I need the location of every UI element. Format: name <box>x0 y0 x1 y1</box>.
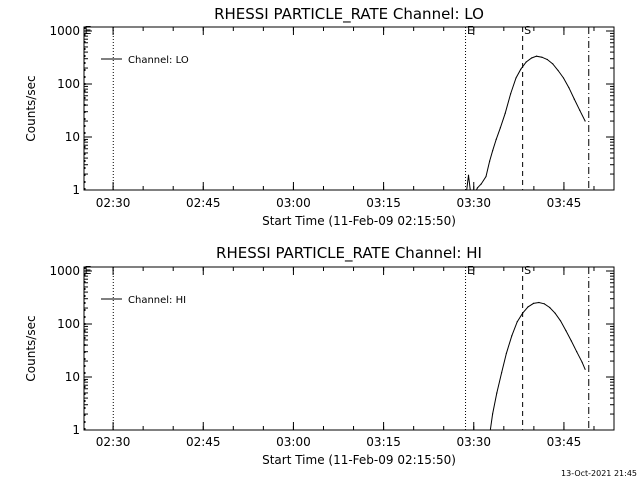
legend-label: Channel: HI <box>128 295 186 306</box>
series-line <box>466 55 586 190</box>
chart-panel-hi: RHESSI PARTICLE_RATE Channel: HI Counts/s… <box>24 244 615 467</box>
y-tick-label: 10 <box>65 370 80 384</box>
chart-title: RHESSI PARTICLE_RATE Channel: HI <box>216 244 482 263</box>
data-point <box>559 320 562 322</box>
x-tick-label: 03:00 <box>276 196 311 210</box>
data-point <box>476 187 479 189</box>
footer-timestamp: 13-Oct-2021 21:45 <box>561 469 637 478</box>
x-tick-label: 02:45 <box>186 435 221 449</box>
marker-label: S <box>524 24 531 37</box>
data-point <box>565 330 567 332</box>
y-tick-label: 1000 <box>49 264 80 278</box>
data-point <box>492 150 494 152</box>
data-point <box>552 63 554 65</box>
y-tick-label: 100 <box>57 317 80 331</box>
data-point <box>485 175 487 178</box>
y-tick-label: 1 <box>72 183 80 197</box>
data-point <box>527 306 529 308</box>
data-point <box>557 69 559 72</box>
y-tick-label: 10 <box>65 130 80 144</box>
data-point <box>480 183 482 185</box>
data-point <box>495 138 497 140</box>
data-point <box>568 87 570 89</box>
data-point <box>581 361 583 363</box>
data-point <box>546 58 548 61</box>
data-point <box>510 93 512 95</box>
data-point <box>584 120 586 122</box>
data-point <box>505 352 507 354</box>
legend-label: Channel: LO <box>128 55 189 66</box>
x-tick-label: 02:30 <box>96 435 131 449</box>
corner-label: E <box>85 24 92 37</box>
data-point <box>520 68 522 70</box>
chart-title: RHESSI PARTICLE_RATE Channel: LO <box>214 5 484 24</box>
data-point <box>535 55 538 57</box>
x-tick-label: 03:30 <box>456 435 491 449</box>
data-point <box>549 306 551 309</box>
data-point <box>515 77 517 79</box>
corner-label: E <box>85 264 92 277</box>
data-point <box>532 302 535 304</box>
marker-label: S <box>524 264 531 277</box>
data-point <box>522 312 524 314</box>
data-point <box>554 312 556 314</box>
data-point <box>504 112 506 114</box>
data-point <box>570 340 572 342</box>
data-point <box>499 127 501 129</box>
data-point <box>538 301 540 304</box>
data-point <box>525 61 527 63</box>
data-point <box>511 335 513 337</box>
x-axis-label: Start Time (11-Feb-09 02:15:50) <box>262 453 456 467</box>
data-point <box>501 372 503 374</box>
x-tick-label: 03:45 <box>547 435 582 449</box>
data-point <box>584 368 586 370</box>
data-point <box>531 57 533 59</box>
data-point <box>541 56 543 58</box>
chart-panel-lo: RHESSI PARTICLE_RATE Channel: LO Counts/s… <box>24 5 615 228</box>
x-tick-label: 03:00 <box>276 435 311 449</box>
data-point <box>492 413 494 415</box>
data-point <box>562 77 565 79</box>
data-point <box>467 174 470 176</box>
y-axis-label: Counts/sec <box>24 75 38 141</box>
marker-label: E <box>467 24 474 37</box>
plot-frame <box>83 266 615 431</box>
data-point <box>573 98 575 100</box>
data-point <box>489 160 491 162</box>
y-tick-label: 1000 <box>49 24 80 38</box>
data-point <box>496 392 498 394</box>
x-tick-label: 03:45 <box>547 196 582 210</box>
x-tick-label: 03:15 <box>366 196 401 210</box>
plot-frame <box>83 26 615 191</box>
data-point <box>576 351 578 353</box>
x-axis-label: Start Time (11-Feb-09 02:15:50) <box>262 214 456 228</box>
x-tick-label: 03:15 <box>366 435 401 449</box>
y-tick-label: 1 <box>72 423 80 437</box>
x-tick-label: 02:45 <box>186 196 221 210</box>
data-point <box>516 321 518 323</box>
data-point <box>579 109 581 111</box>
marker-label: E <box>467 264 474 277</box>
y-axis-label: Counts/sec <box>24 315 38 381</box>
x-tick-label: 03:30 <box>456 196 491 210</box>
y-tick-label: 100 <box>57 77 80 91</box>
series-line <box>489 301 586 430</box>
data-point <box>543 303 545 305</box>
x-tick-label: 02:30 <box>96 196 131 210</box>
